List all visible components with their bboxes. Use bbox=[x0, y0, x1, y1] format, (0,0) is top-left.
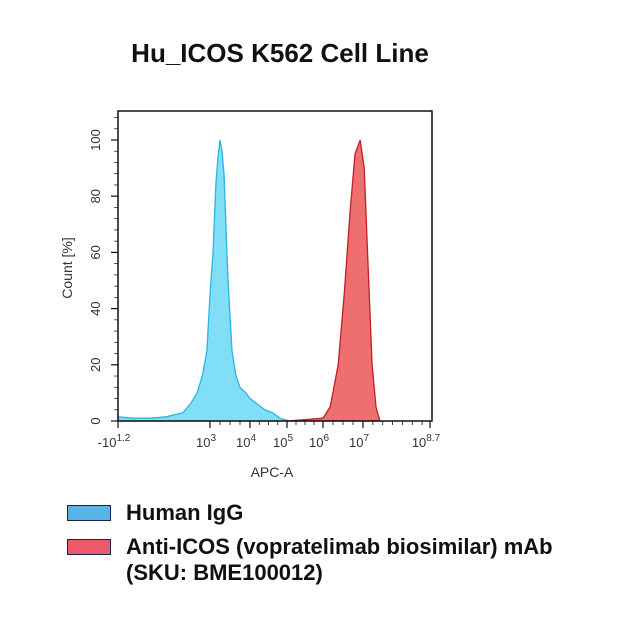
series-layer bbox=[117, 139, 381, 422]
x-tick-label: -101.2 bbox=[98, 433, 131, 450]
legend-item-human-igg: Human IgG bbox=[67, 500, 596, 526]
y-axis-label: Count [%] bbox=[59, 237, 75, 298]
x-tick-exponent: 7 bbox=[363, 433, 369, 444]
series-area-0 bbox=[117, 139, 291, 422]
x-tick-exponent: 5 bbox=[287, 433, 293, 444]
x-tick-label: 103 bbox=[196, 433, 216, 450]
legend-swatch-human-igg bbox=[67, 505, 111, 521]
x-tick-label: 108.7 bbox=[412, 433, 441, 450]
chart-title: Hu_ICOS K562 Cell Line bbox=[131, 38, 429, 68]
legend-item-anti-icos: Anti-ICOS (vopratelimab biosimilar) mAb … bbox=[67, 534, 596, 586]
legend: Human IgG Anti-ICOS (vopratelimab biosim… bbox=[67, 500, 596, 594]
x-tick-label: 105 bbox=[273, 433, 293, 450]
x-tick-label: 106 bbox=[309, 433, 329, 450]
plot-frame bbox=[117, 110, 433, 422]
y-tick-label: 80 bbox=[88, 189, 103, 203]
x-tick-exponent: 4 bbox=[250, 433, 256, 444]
series-area-1 bbox=[286, 139, 381, 422]
y-tick-label: 100 bbox=[88, 129, 103, 151]
x-tick-base: 10 bbox=[273, 435, 287, 450]
x-tick-base: 10 bbox=[236, 435, 250, 450]
x-tick-base: 10 bbox=[309, 435, 323, 450]
legend-label-human-igg: Human IgG bbox=[126, 500, 244, 525]
y-tick-label: 40 bbox=[88, 301, 103, 315]
x-tick-base: -10 bbox=[98, 435, 117, 450]
x-tick-exponent: 1.2 bbox=[116, 433, 130, 444]
y-tick-label: 0 bbox=[88, 417, 103, 424]
x-tick-base: 10 bbox=[349, 435, 363, 450]
y-tick-label: 60 bbox=[88, 245, 103, 259]
x-axis-label: APC-A bbox=[251, 464, 294, 480]
x-tick-base: 10 bbox=[412, 435, 426, 450]
x-tick-exponent: 8.7 bbox=[426, 433, 440, 444]
x-tick-exponent: 6 bbox=[323, 433, 329, 444]
legend-label-anti-icos: Anti-ICOS (vopratelimab biosimilar) mAb … bbox=[126, 534, 553, 585]
legend-swatch-anti-icos bbox=[67, 539, 111, 555]
x-tick-exponent: 3 bbox=[210, 433, 216, 444]
x-tick-base: 10 bbox=[196, 435, 210, 450]
x-tick-label: 104 bbox=[236, 433, 256, 450]
y-tick-label: 20 bbox=[88, 358, 103, 372]
x-tick-label: 107 bbox=[349, 433, 369, 450]
